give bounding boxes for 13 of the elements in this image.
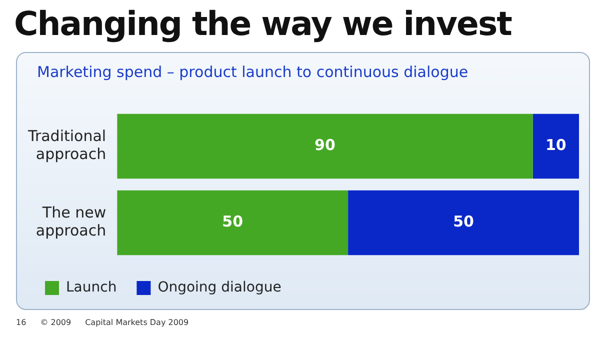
y-tick-label: Traditional approach: [26, 127, 106, 164]
text: 16: [16, 318, 26, 327]
data-label: 50: [222, 212, 244, 231]
text: Capital Markets Day 2009: [85, 318, 189, 327]
y-tick-label: The new approach: [36, 204, 106, 240]
chart-subtitle: Marketing spend – product launch to continuous dialogue: [37, 63, 468, 81]
data-label: 10: [545, 136, 566, 154]
legend-label: Launch: [66, 280, 117, 296]
text: © 2009: [40, 318, 72, 327]
data-label: 50: [453, 212, 474, 231]
data-label: 90: [314, 136, 336, 154]
chart-title: Changing the way we invest: [14, 4, 512, 43]
legend-label: Ongoing dialogue: [158, 280, 282, 296]
